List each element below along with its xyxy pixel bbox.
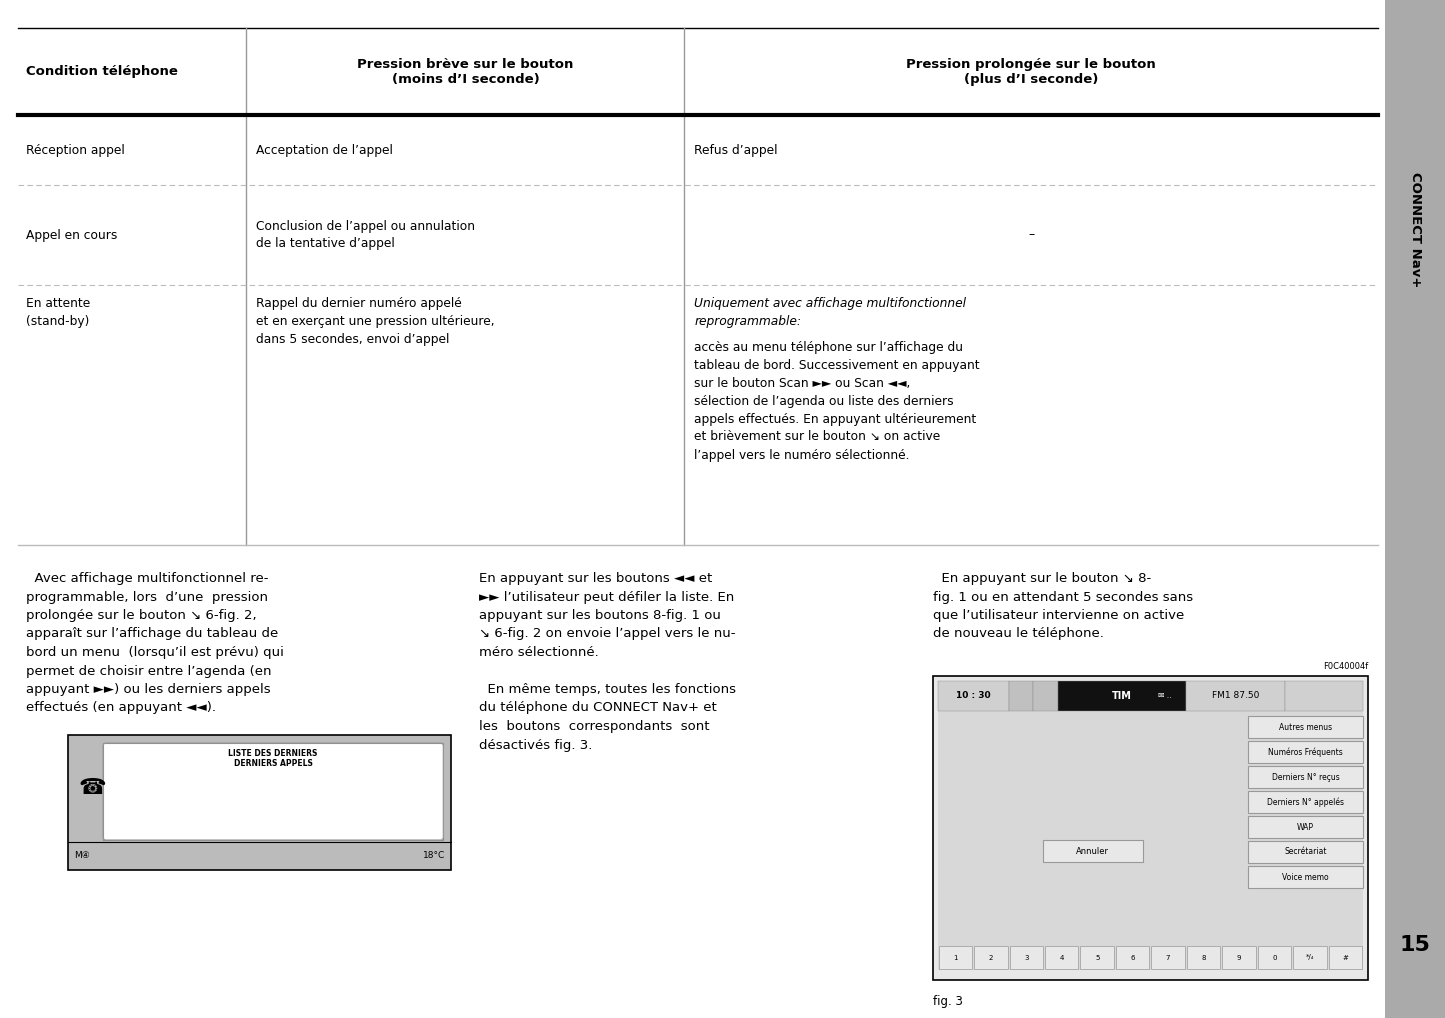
Bar: [1222, 946, 1256, 969]
Text: 2: 2: [988, 955, 993, 961]
Text: Numéros Fréquents: Numéros Fréquents: [1269, 747, 1342, 756]
Text: Derniers N° appelés: Derniers N° appelés: [1267, 797, 1344, 806]
Bar: [1045, 946, 1078, 969]
Bar: [1257, 946, 1292, 969]
Bar: [1033, 681, 1058, 711]
Bar: [1081, 946, 1114, 969]
Text: Rappel du dernier numéro appelé
et en exerçant une pression ultérieure,
dans 5 s: Rappel du dernier numéro appelé et en ex…: [256, 297, 496, 346]
Text: Pression brève sur le bouton
(moins d’I seconde): Pression brève sur le bouton (moins d’I …: [357, 57, 574, 86]
Text: WAP: WAP: [1298, 823, 1314, 832]
Text: Acceptation de l’appel: Acceptation de l’appel: [256, 144, 393, 157]
Text: Conclusion de l’appel ou annulation
de la tentative d’appel: Conclusion de l’appel ou annulation de l…: [256, 220, 475, 250]
Text: 8: 8: [1201, 955, 1205, 961]
Text: ↘ 6-fig. 2 on envoie l’appel vers le nu-: ↘ 6-fig. 2 on envoie l’appel vers le nu-: [480, 627, 736, 640]
Bar: [938, 681, 1363, 711]
Bar: [1248, 816, 1363, 838]
Text: 1: 1: [954, 955, 958, 961]
Text: Refus d’appel: Refus d’appel: [695, 144, 777, 157]
Text: En attente
(stand-by): En attente (stand-by): [26, 297, 90, 328]
Text: accès au menu téléphone sur l’affichage du
tableau de bord. Successivement en ap: accès au menu téléphone sur l’affichage …: [695, 340, 980, 461]
Bar: [1248, 741, 1363, 764]
Text: Derniers N° reçus: Derniers N° reçus: [1272, 773, 1340, 782]
Text: Autres menus: Autres menus: [1279, 723, 1332, 732]
Text: ✉ ..: ✉ ..: [1157, 691, 1172, 700]
Text: méro sélectionné.: méro sélectionné.: [480, 646, 600, 659]
Text: Réception appel: Réception appel: [26, 144, 124, 157]
Text: fig. 3: fig. 3: [932, 995, 962, 1008]
Bar: [1043, 841, 1143, 862]
Text: programmable, lors  d’une  pression: programmable, lors d’une pression: [26, 590, 267, 604]
Text: TIM: TIM: [1113, 691, 1131, 701]
Text: –: –: [1029, 228, 1035, 241]
Text: 5: 5: [1095, 955, 1100, 961]
Text: effectués (en appuyant ◄◄).: effectués (en appuyant ◄◄).: [26, 701, 215, 715]
Text: En même temps, toutes les fonctions: En même temps, toutes les fonctions: [480, 683, 737, 696]
Text: Appel en cours: Appel en cours: [26, 228, 117, 241]
Text: les  boutons  correspondants  sont: les boutons correspondants sont: [480, 720, 709, 733]
Bar: [68, 735, 451, 870]
Text: 9: 9: [1237, 955, 1241, 961]
Text: LISTE DES DERNIERS
DERNIERS APPELS: LISTE DES DERNIERS DERNIERS APPELS: [228, 749, 318, 769]
Bar: [1116, 946, 1149, 969]
Text: du téléphone du CONNECT Nav+ et: du téléphone du CONNECT Nav+ et: [480, 701, 717, 715]
Bar: [1293, 946, 1327, 969]
Bar: [1248, 766, 1363, 788]
Text: 18°C: 18°C: [423, 851, 445, 860]
Bar: [103, 743, 444, 840]
Text: 10 : 30: 10 : 30: [955, 691, 990, 700]
Bar: [938, 681, 1009, 711]
Text: Pression prolongée sur le bouton
(plus d’I seconde): Pression prolongée sur le bouton (plus d…: [906, 57, 1156, 86]
Text: Voice memo: Voice memo: [1282, 872, 1329, 882]
Text: Condition téléphone: Condition téléphone: [26, 65, 178, 78]
Text: F0C40004f: F0C40004f: [1322, 662, 1368, 671]
Text: FM1 87.50: FM1 87.50: [1212, 691, 1259, 700]
Text: de nouveau le téléphone.: de nouveau le téléphone.: [932, 627, 1104, 640]
Text: CONNECT Nav+: CONNECT Nav+: [1409, 172, 1422, 288]
Bar: [938, 711, 1363, 945]
Text: ►► l’utilisateur peut défiler la liste. En: ►► l’utilisateur peut défiler la liste. …: [480, 590, 734, 604]
Text: */₄: */₄: [1306, 955, 1314, 961]
Bar: [1186, 946, 1220, 969]
Text: 15: 15: [1400, 935, 1431, 955]
Text: 0: 0: [1272, 955, 1276, 961]
Text: bord un menu  (lorsqu’il est prévu) qui: bord un menu (lorsqu’il est prévu) qui: [26, 646, 283, 659]
Text: désactivés fig. 3.: désactivés fig. 3.: [480, 738, 592, 751]
Text: 6: 6: [1130, 955, 1134, 961]
Bar: [1248, 716, 1363, 738]
Text: Uniquement avec affichage multifonctionnel
reprogrammable:: Uniquement avec affichage multifonctionn…: [695, 297, 967, 328]
Bar: [1384, 0, 1445, 1018]
Text: permet de choisir entre l’agenda (en: permet de choisir entre l’agenda (en: [26, 665, 272, 678]
Bar: [1010, 946, 1043, 969]
Bar: [974, 946, 1007, 969]
Text: 7: 7: [1166, 955, 1170, 961]
Bar: [939, 946, 972, 969]
Text: appuyant sur les boutons 8-fig. 1 ou: appuyant sur les boutons 8-fig. 1 ou: [480, 609, 721, 622]
Text: ☎: ☎: [78, 778, 105, 797]
Bar: [1328, 946, 1363, 969]
Text: En appuyant sur les boutons ◄◄ et: En appuyant sur les boutons ◄◄ et: [480, 572, 712, 585]
Text: Annuler: Annuler: [1077, 847, 1110, 856]
Text: 3: 3: [1025, 955, 1029, 961]
Text: appuyant ►►) ou les derniers appels: appuyant ►►) ou les derniers appels: [26, 683, 270, 696]
Bar: [1186, 681, 1285, 711]
Bar: [1248, 841, 1363, 863]
Bar: [938, 945, 1363, 970]
Bar: [1285, 681, 1363, 711]
Bar: [932, 676, 1368, 980]
Text: Avec affichage multifonctionnel re-: Avec affichage multifonctionnel re-: [26, 572, 269, 585]
Text: fig. 1 ou en attendant 5 secondes sans: fig. 1 ou en attendant 5 secondes sans: [932, 590, 1192, 604]
Text: prolongée sur le bouton ↘ 6-fig. 2,: prolongée sur le bouton ↘ 6-fig. 2,: [26, 609, 257, 622]
Bar: [1248, 866, 1363, 888]
Text: #: #: [1342, 955, 1348, 961]
Bar: [1152, 946, 1185, 969]
Text: M④: M④: [74, 851, 90, 860]
Text: En appuyant sur le bouton ↘ 8-: En appuyant sur le bouton ↘ 8-: [932, 572, 1150, 585]
Text: Secrétariat: Secrétariat: [1285, 848, 1327, 856]
Text: 4: 4: [1059, 955, 1064, 961]
Bar: [1009, 681, 1033, 711]
Bar: [1058, 681, 1186, 711]
Text: apparaît sur l’affichage du tableau de: apparaît sur l’affichage du tableau de: [26, 627, 279, 640]
Text: que l’utilisateur intervienne on active: que l’utilisateur intervienne on active: [932, 609, 1183, 622]
Bar: [1248, 791, 1363, 813]
